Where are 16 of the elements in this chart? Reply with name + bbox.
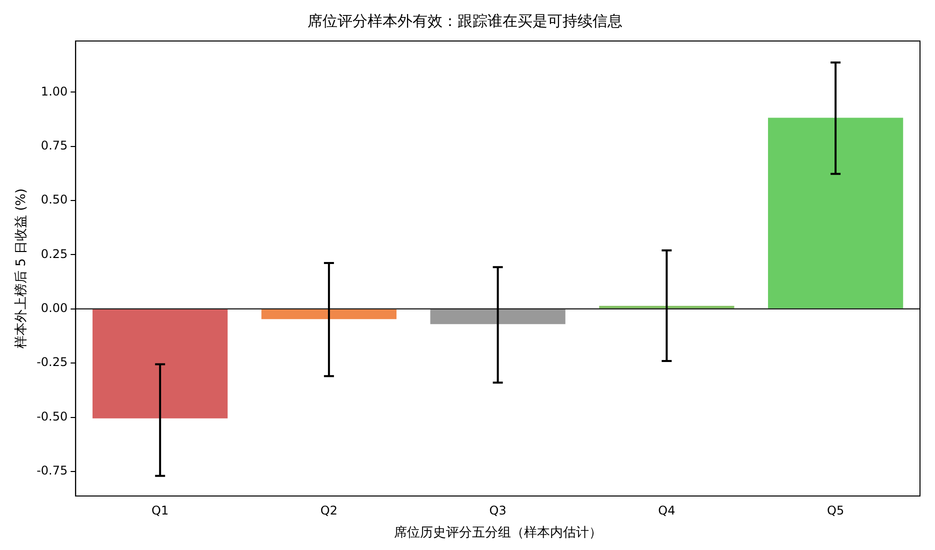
y-tick-label: 0.25 — [40, 246, 68, 261]
y-tick-label: 0.50 — [40, 192, 68, 207]
x-tick-label: Q2 — [320, 503, 338, 518]
x-axis-title: 席位历史评分五分组（样本内估计） — [394, 524, 602, 541]
y-axis-title: 样本外上榜后 5 日收益 (%) — [14, 188, 30, 349]
y-tick-label: -0.25 — [36, 355, 68, 370]
y-tick-label: 0.75 — [40, 138, 68, 152]
y-tick-label: 0.00 — [40, 301, 68, 316]
y-tick-label: -0.50 — [36, 409, 68, 424]
y-tick-label: 1.00 — [40, 84, 68, 98]
y-tick-label: -0.75 — [36, 464, 68, 478]
x-tick-label: Q4 — [658, 503, 676, 518]
x-tick-label: Q5 — [827, 503, 844, 518]
x-tick-label: Q3 — [489, 503, 506, 518]
chart-title: 席位评分样本外有效：跟踪谁在买是可持续信息 — [308, 12, 622, 30]
x-tick-label: Q1 — [152, 503, 169, 518]
